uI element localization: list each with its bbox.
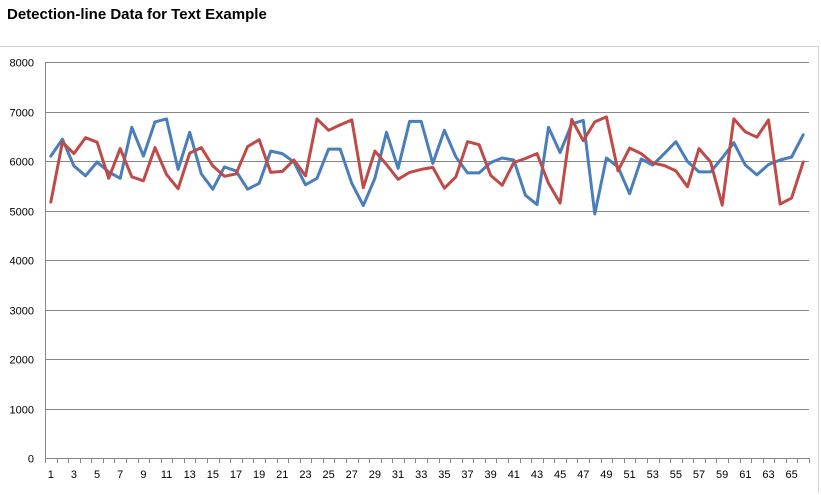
chart-title: Detection-line Data for Text Example [7,6,267,23]
x-tick-label: 41 [508,469,520,481]
x-tick-label: 55 [670,469,682,481]
x-tick-label: 35 [438,469,450,481]
x-tick-label: 1 [48,469,54,481]
x-tick-label: 49 [600,469,612,481]
x-tick-label: 5 [94,469,100,481]
x-tick-label: 33 [415,469,427,481]
y-tick-label: 1000 [10,405,34,417]
y-tick-label: 0 [28,454,34,466]
y-tick-label: 7000 [10,108,34,120]
x-tick-label: 7 [117,469,123,481]
series-1-line [49,117,805,216]
x-tick-label: 19 [253,469,265,481]
x-tick-label: 65 [786,469,798,481]
x-tick-label: 25 [322,469,334,481]
x-tick-label: 63 [762,469,774,481]
x-tick-label: 53 [647,469,659,481]
x-tick-label: 17 [230,469,242,481]
y-tick-label: 3000 [10,306,34,318]
x-tick-label: 37 [461,469,473,481]
y-tick-label: 2000 [10,355,34,367]
x-tick-label: 3 [71,469,77,481]
x-tick-label: 23 [299,469,311,481]
x-tick-label: 9 [140,469,146,481]
y-tick-label: 6000 [10,157,34,169]
x-tick-label: 21 [276,469,288,481]
y-tick-label: 4000 [10,256,34,268]
series-2-line [49,115,805,207]
x-tick-label: 45 [554,469,566,481]
x-tick-label: 57 [693,469,705,481]
x-tick-label: 39 [485,469,497,481]
x-tick-label: 51 [623,469,635,481]
x-tick-label: 47 [577,469,589,481]
x-tick-label: 15 [207,469,219,481]
x-tick-label: 61 [739,469,751,481]
y-tick-label: 5000 [10,207,34,219]
chart-frame [0,46,819,493]
y-tick-label: 8000 [10,58,34,70]
x-tick-label: 11 [161,469,172,481]
x-tick-label: 27 [346,469,358,481]
x-tick-label: 29 [369,469,381,481]
x-tick-label: 43 [531,469,543,481]
x-tick-label: 13 [184,469,196,481]
x-tick-label: 59 [716,469,728,481]
x-tick-label: 31 [392,469,404,481]
